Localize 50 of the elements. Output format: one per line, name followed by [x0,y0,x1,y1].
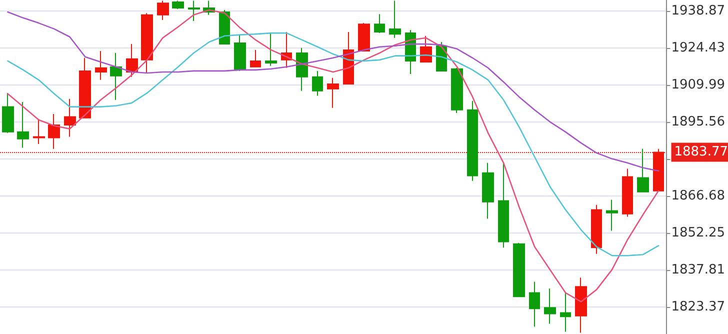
y-tick-label: 1938.87 [671,4,726,19]
candlestick [157,0,169,20]
candlestick [544,288,556,324]
candlestick [110,52,122,100]
candlestick [637,148,649,192]
y-tick-label: 1895.56 [671,114,726,130]
candlestick [575,277,587,334]
candlestick [296,47,308,92]
y-tick-label: 1866.68 [671,188,726,204]
candlestick [48,113,60,150]
candlestick [498,162,509,248]
y-tick-label: 1837.81 [671,262,726,278]
candlestick [358,22,370,52]
candlestick [188,0,200,22]
line-series [7,9,660,302]
candlestick [374,14,385,34]
candlestick [467,100,478,182]
candlestick [389,0,401,38]
candlestick [591,204,602,254]
y-tick-label: 1924.43 [671,40,726,56]
candlestick [451,67,463,114]
candlestick [219,9,230,45]
y-tick-label: 1823.37 [671,299,726,314]
candlestick [250,49,261,68]
candlestick [265,32,277,66]
y-tick-label: 1852.25 [671,225,726,240]
y-tick-label: 1909.99 [671,78,726,93]
candlestick [622,168,633,218]
candlestick [513,242,525,298]
candlestick [64,98,76,138]
line-series [7,11,660,172]
candlestick [95,50,107,80]
candlestick [529,281,540,328]
candlestick [126,44,138,78]
candlestick [606,199,618,232]
candlestick [312,70,323,96]
candlestick [141,12,153,74]
candlestick [327,77,339,108]
line-series [7,32,660,256]
candlestick [653,148,664,192]
candlestick [2,92,14,134]
candlestick [33,118,45,144]
candlestick [560,292,571,332]
ref-line-label: 1883.77 [674,144,728,160]
candlestick [17,101,29,148]
candlestick [482,162,494,220]
candlestick [79,57,91,118]
candlestick [420,35,432,62]
candlestick [172,0,184,10]
candlestick [234,34,246,70]
